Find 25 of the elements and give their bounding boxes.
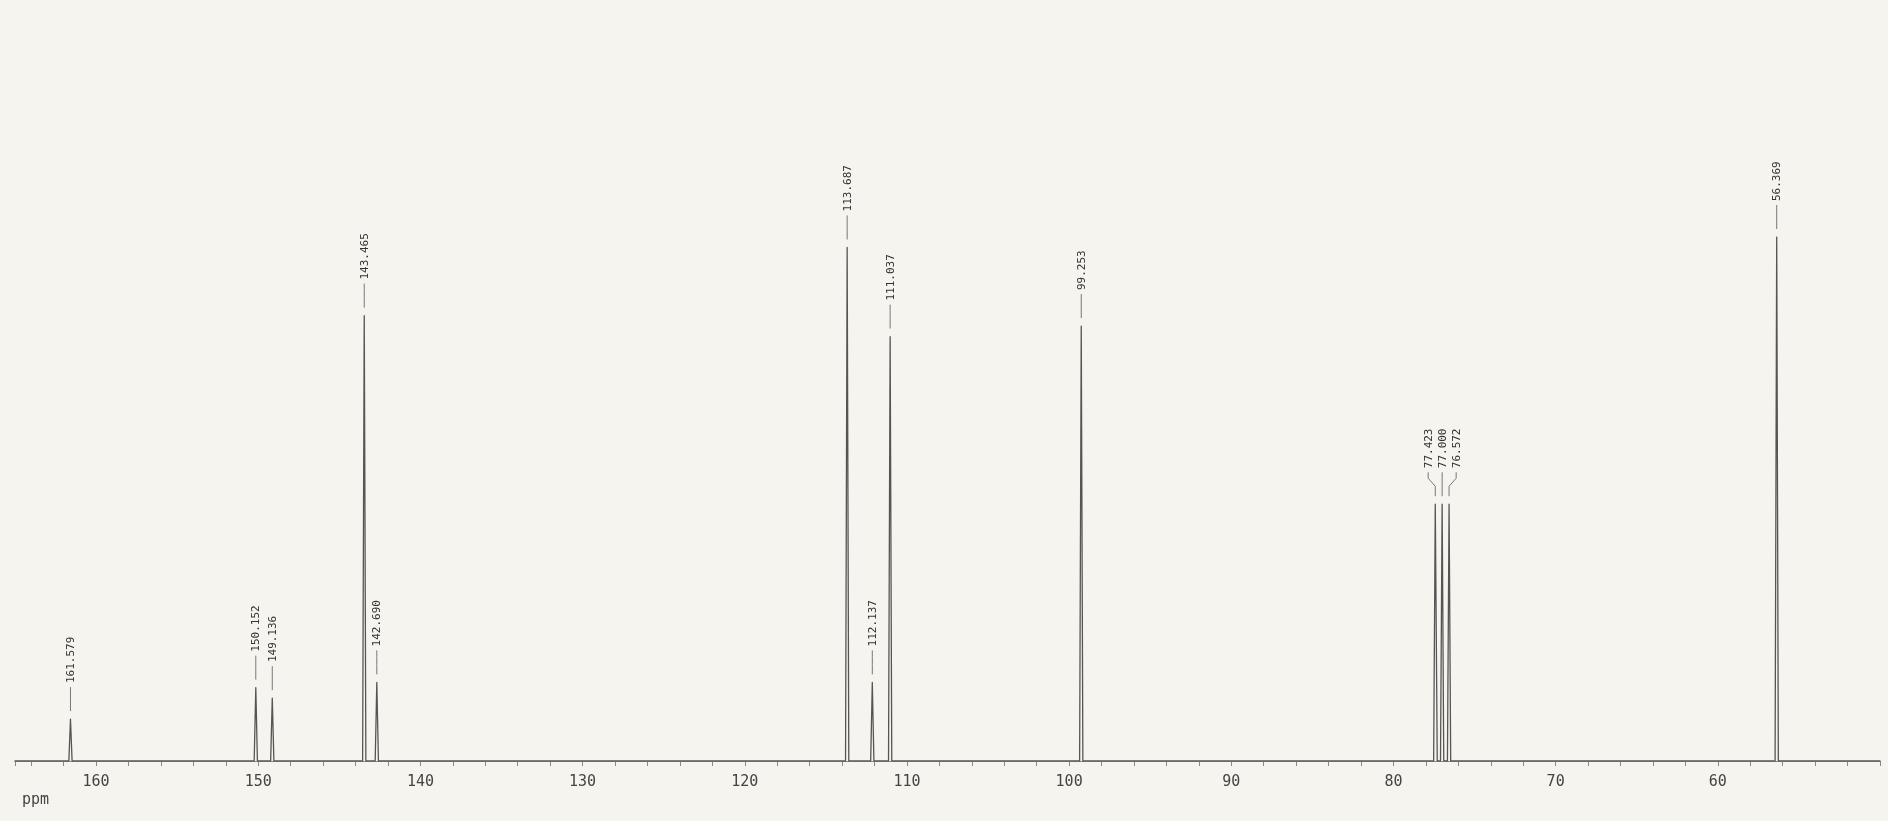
annotation: 143.465 xyxy=(357,233,371,280)
x-tick-label: 60 xyxy=(1708,771,1727,790)
x-tick-label: 90 xyxy=(1222,771,1241,790)
x-axis-title: ppm xyxy=(21,789,49,808)
x-tick-label: 120 xyxy=(731,771,759,790)
annotation: 76.572 xyxy=(1449,428,1463,469)
annotation: 112.137 xyxy=(865,600,879,647)
annotation: 99.253 xyxy=(1074,250,1088,291)
x-tick-label: 80 xyxy=(1384,771,1403,790)
x-tick-label: 140 xyxy=(406,771,434,790)
annotation: 113.687 xyxy=(840,165,854,212)
annotation: 161.579 xyxy=(63,636,77,684)
annotation: 77.000 xyxy=(1435,428,1449,469)
annotation: 111.037 xyxy=(883,254,897,301)
annotation: 77.423 xyxy=(1421,428,1435,469)
x-tick-label: 150 xyxy=(244,771,272,790)
x-tick-label: 100 xyxy=(1055,771,1083,790)
annotation: 149.136 xyxy=(265,615,279,663)
annotation: 142.690 xyxy=(370,600,384,647)
x-tick-label: 70 xyxy=(1546,771,1565,790)
x-tick-label: 110 xyxy=(893,771,921,790)
annotation: 150.152 xyxy=(249,605,263,652)
annotation: 56.369 xyxy=(1770,161,1784,201)
x-tick-label: 130 xyxy=(569,771,597,790)
x-tick-label: 160 xyxy=(82,771,110,790)
